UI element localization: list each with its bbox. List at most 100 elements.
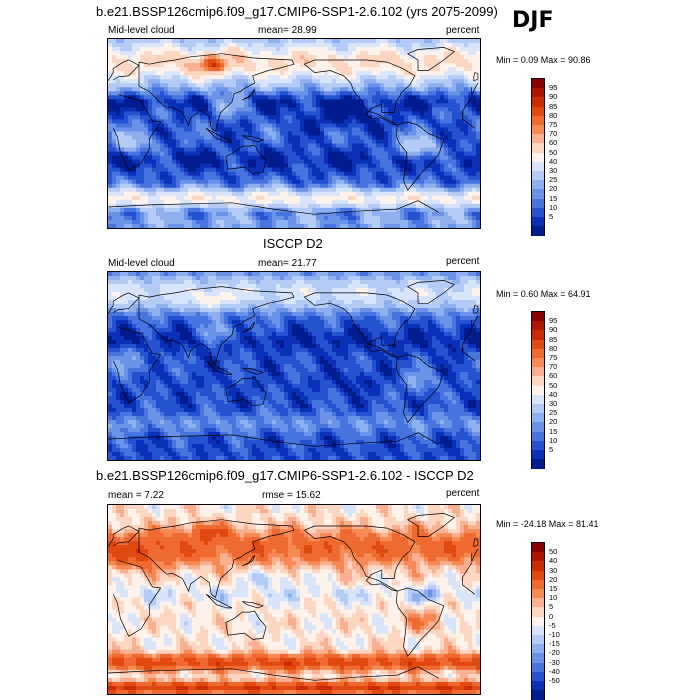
colorbar-cell bbox=[532, 321, 544, 331]
colorbar-cell bbox=[532, 376, 544, 386]
colorbar-cell bbox=[532, 690, 544, 700]
panel-3-map bbox=[107, 504, 481, 695]
coastline-path bbox=[473, 304, 479, 315]
colorbar-cell bbox=[532, 440, 544, 451]
colorbar-tick-label: 25 bbox=[549, 408, 558, 418]
panel-2-left-label: Mid-level cloud bbox=[108, 258, 175, 269]
coastline-path bbox=[205, 128, 233, 143]
panel-3-map-plot bbox=[108, 505, 480, 694]
colorbar-tick-label: 85 bbox=[549, 101, 558, 111]
colorbar-tick-label: 50 bbox=[549, 547, 558, 557]
panel-1-right-label: percent bbox=[446, 25, 480, 36]
colorbar-tick-label: 40 bbox=[549, 556, 558, 566]
coastline-path bbox=[242, 367, 265, 375]
colorbar-tick-label: 15 bbox=[549, 193, 558, 203]
colorbar-tick-label: 15 bbox=[549, 584, 558, 593]
panel-1-title: b.e21.BSSP126cmip6.f09_g17.CMIP6-SSP1-2.… bbox=[96, 4, 498, 19]
colorbar-tick-label: 20 bbox=[549, 417, 558, 427]
coastline-path bbox=[108, 200, 439, 215]
panel-3-center-label: rmse = 15.62 bbox=[262, 490, 321, 501]
colorbar-tick-label: 10 bbox=[549, 202, 558, 212]
colorbar-cell bbox=[532, 143, 544, 153]
colorbar-tick-label: -50 bbox=[549, 676, 560, 685]
colorbar-cell bbox=[532, 552, 544, 562]
panel-3-title: b.e21.BSSP126cmip6.f09_g17.CMIP6-SSP1-2.… bbox=[96, 468, 474, 483]
colorbar-tick-label: 95 bbox=[549, 316, 558, 326]
coastline-path bbox=[108, 666, 439, 681]
colorbar-tick-label: -15 bbox=[549, 639, 560, 649]
coastline-path bbox=[242, 321, 256, 333]
coastline-path bbox=[225, 377, 267, 407]
colorbar-tick-label: 95 bbox=[549, 83, 558, 93]
colorbar-cell bbox=[532, 543, 544, 553]
coastline-path bbox=[395, 354, 445, 424]
colorbar-cell bbox=[532, 579, 544, 590]
coastline-path bbox=[304, 292, 416, 358]
colorbar-cell bbox=[532, 198, 544, 209]
coastlines bbox=[108, 47, 479, 215]
coastline-path bbox=[395, 121, 445, 191]
colorbar-cell bbox=[532, 413, 544, 423]
colorbar-cell bbox=[532, 180, 544, 190]
coastline-path bbox=[395, 587, 445, 657]
panel-1-left-label: Mid-level cloud bbox=[108, 25, 175, 36]
colorbar-box bbox=[531, 542, 545, 700]
colorbar-cell bbox=[532, 644, 544, 654]
colorbar-cell bbox=[532, 115, 544, 126]
coastline-path bbox=[108, 59, 479, 96]
colorbar-cell bbox=[532, 358, 544, 368]
colorbar-cell bbox=[532, 79, 544, 89]
colorbar-cell bbox=[532, 561, 544, 571]
colorbar-tick-label: 10 bbox=[549, 593, 558, 603]
colorbar-cell bbox=[532, 125, 544, 135]
colorbar-box bbox=[531, 78, 545, 237]
panel-1-center-label: mean= 28.99 bbox=[258, 25, 317, 36]
panel-1-minmax: Min = 0.09 Max = 90.86 bbox=[496, 55, 591, 65]
field-cells bbox=[108, 272, 480, 460]
colorbar-tick-label: 20 bbox=[549, 574, 558, 584]
colorbar-cell bbox=[532, 681, 544, 691]
colorbar-tick-label: 80 bbox=[549, 110, 558, 120]
colorbar-tick-label: 75 bbox=[549, 353, 558, 362]
colorbar-cell bbox=[532, 450, 544, 460]
coastline-path bbox=[242, 601, 265, 609]
colorbar-tick-label: 50 bbox=[549, 147, 558, 157]
field-cells bbox=[108, 39, 480, 228]
colorbar-tick-label: 60 bbox=[549, 138, 558, 148]
colorbar-tick-label: 20 bbox=[549, 184, 558, 194]
colorbar-tick-label: 5 bbox=[549, 602, 554, 612]
colorbar-box bbox=[531, 311, 545, 470]
colorbar-cell bbox=[532, 88, 544, 98]
colorbar-cell bbox=[532, 97, 544, 107]
colorbar-cell bbox=[532, 207, 544, 218]
colorbar-cell bbox=[532, 385, 544, 396]
colorbar-tick-label: -5 bbox=[549, 620, 556, 630]
coastline-path bbox=[406, 47, 455, 71]
coastline-path bbox=[138, 519, 295, 598]
coastline-path bbox=[225, 144, 267, 174]
colorbar-tick-label: 5 bbox=[549, 212, 554, 221]
coastline-path bbox=[138, 286, 295, 365]
colorbar-cell bbox=[532, 422, 544, 432]
colorbar-tick-label: 5 bbox=[549, 445, 554, 454]
colorbar-tick-label: 85 bbox=[549, 334, 558, 344]
colorbar-cell bbox=[532, 404, 544, 414]
colorbar-tick-label: -20 bbox=[549, 648, 560, 658]
colorbar-cell bbox=[532, 348, 544, 359]
coastline-path bbox=[112, 327, 476, 404]
colorbar-cell bbox=[532, 607, 544, 617]
coastline-path bbox=[242, 555, 256, 567]
colorbar-cell bbox=[532, 312, 544, 322]
colorbar-tick-label: 70 bbox=[549, 129, 558, 139]
colorbar-cell bbox=[532, 662, 544, 673]
colorbar-cell bbox=[532, 394, 544, 405]
coastline-path bbox=[108, 292, 479, 329]
colorbar-cell bbox=[532, 134, 544, 144]
colorbar-tick-label: 25 bbox=[549, 175, 558, 185]
coastline-path bbox=[205, 594, 233, 609]
colorbar-tick-label: 40 bbox=[549, 389, 558, 399]
panel-2-title: ISCCP D2 bbox=[263, 236, 323, 251]
colorbar-cell bbox=[532, 330, 544, 340]
colorbar-cell bbox=[532, 598, 544, 608]
colorbar-cell bbox=[532, 671, 544, 682]
